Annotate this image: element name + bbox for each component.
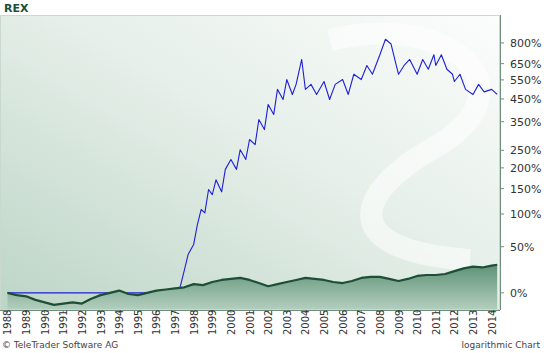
series-line: [7, 39, 497, 300]
y-axis-line: [500, 15, 501, 310]
title: REX: [4, 2, 29, 15]
y-tick-label: 350%: [510, 116, 541, 129]
y-tick: [500, 63, 504, 64]
x-tick-label: 1998: [189, 310, 200, 335]
x-tick-label: 2007: [356, 310, 367, 335]
y-tick-label: 200%: [510, 162, 541, 175]
x-tick-label: 2005: [319, 310, 330, 335]
y-tick-label: 150%: [510, 183, 541, 196]
x-tick-label: 1992: [77, 310, 88, 335]
x-tick-label: 1993: [96, 310, 107, 335]
x-tick-label: 1995: [133, 310, 144, 335]
y-tick-label: 450%: [510, 93, 541, 106]
x-tick-label: 2009: [394, 310, 405, 335]
x-tick-label: 2003: [282, 310, 293, 335]
copyright: © TeleTrader Software AG: [2, 340, 118, 350]
x-tick-label: 2006: [338, 310, 349, 335]
y-tick-label: 250%: [510, 144, 541, 157]
x-tick-label: 2000: [226, 310, 237, 335]
y-tick: [500, 246, 504, 247]
background: [0, 0, 544, 353]
y-tick-label: 0%: [510, 287, 527, 300]
x-tick-label: 2010: [412, 310, 423, 335]
x-tick-label: 1988: [2, 310, 13, 335]
y-tick-label: 550%: [510, 74, 541, 87]
y-tick: [500, 292, 504, 293]
y-tick: [500, 98, 504, 99]
y-tick: [500, 150, 504, 151]
y-tick: [500, 188, 504, 189]
x-tick-label: 1997: [170, 310, 181, 335]
y-tick: [500, 121, 504, 122]
plot-background: [0, 15, 500, 310]
x-tick-label: 2012: [449, 310, 460, 335]
plot-area: [7, 39, 497, 310]
x-tick-label: 1989: [21, 310, 32, 335]
x-tick-label: 2011: [431, 310, 442, 335]
x-tick-label: 1999: [207, 310, 218, 335]
x-tick-label: 2001: [245, 310, 256, 335]
x-tick-label: 2004: [300, 310, 311, 335]
x-tick-label: 2013: [468, 310, 479, 335]
logo-swoosh: [330, 33, 480, 260]
y-tick: [500, 213, 504, 214]
y-tick-label: 650%: [510, 58, 541, 71]
x-tick-label: 1990: [40, 310, 51, 335]
plot-frame: [1, 16, 500, 310]
y-tick-label: 50%: [510, 241, 534, 254]
y-tick: [500, 42, 504, 43]
x-tick-label: 1994: [114, 310, 125, 335]
chart: 0% 50% 100% 150% 200% 250% 350% 450% 550% 650% 800…: [0, 0, 544, 353]
x-tick-label: 1991: [58, 310, 69, 335]
x-tick-label: 1996: [151, 310, 162, 335]
x-tick-label: 2002: [263, 310, 274, 335]
chart-note: logarithmic Chart: [462, 340, 541, 350]
y-tick-label: 100%: [510, 208, 541, 221]
y-tick: [500, 79, 504, 80]
y-tick: [500, 167, 504, 168]
x-tick-label: 2014: [487, 310, 498, 335]
x-tick-label: 2008: [375, 310, 386, 335]
y-tick-label: 800%: [510, 37, 541, 50]
area-line: [7, 265, 497, 305]
area-fill: [7, 265, 497, 310]
